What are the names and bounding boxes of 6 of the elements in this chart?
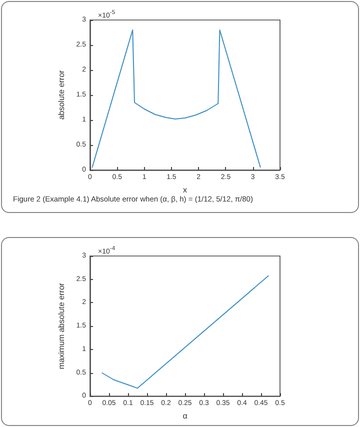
x-axis-title: α: [182, 412, 188, 420]
y-axis-title: absolute error: [56, 70, 66, 120]
x-axis-title: x: [183, 185, 187, 194]
y-axis-title: maximum absolute error: [56, 282, 66, 370]
line-series: [101, 275, 270, 389]
line-series: [92, 30, 261, 168]
